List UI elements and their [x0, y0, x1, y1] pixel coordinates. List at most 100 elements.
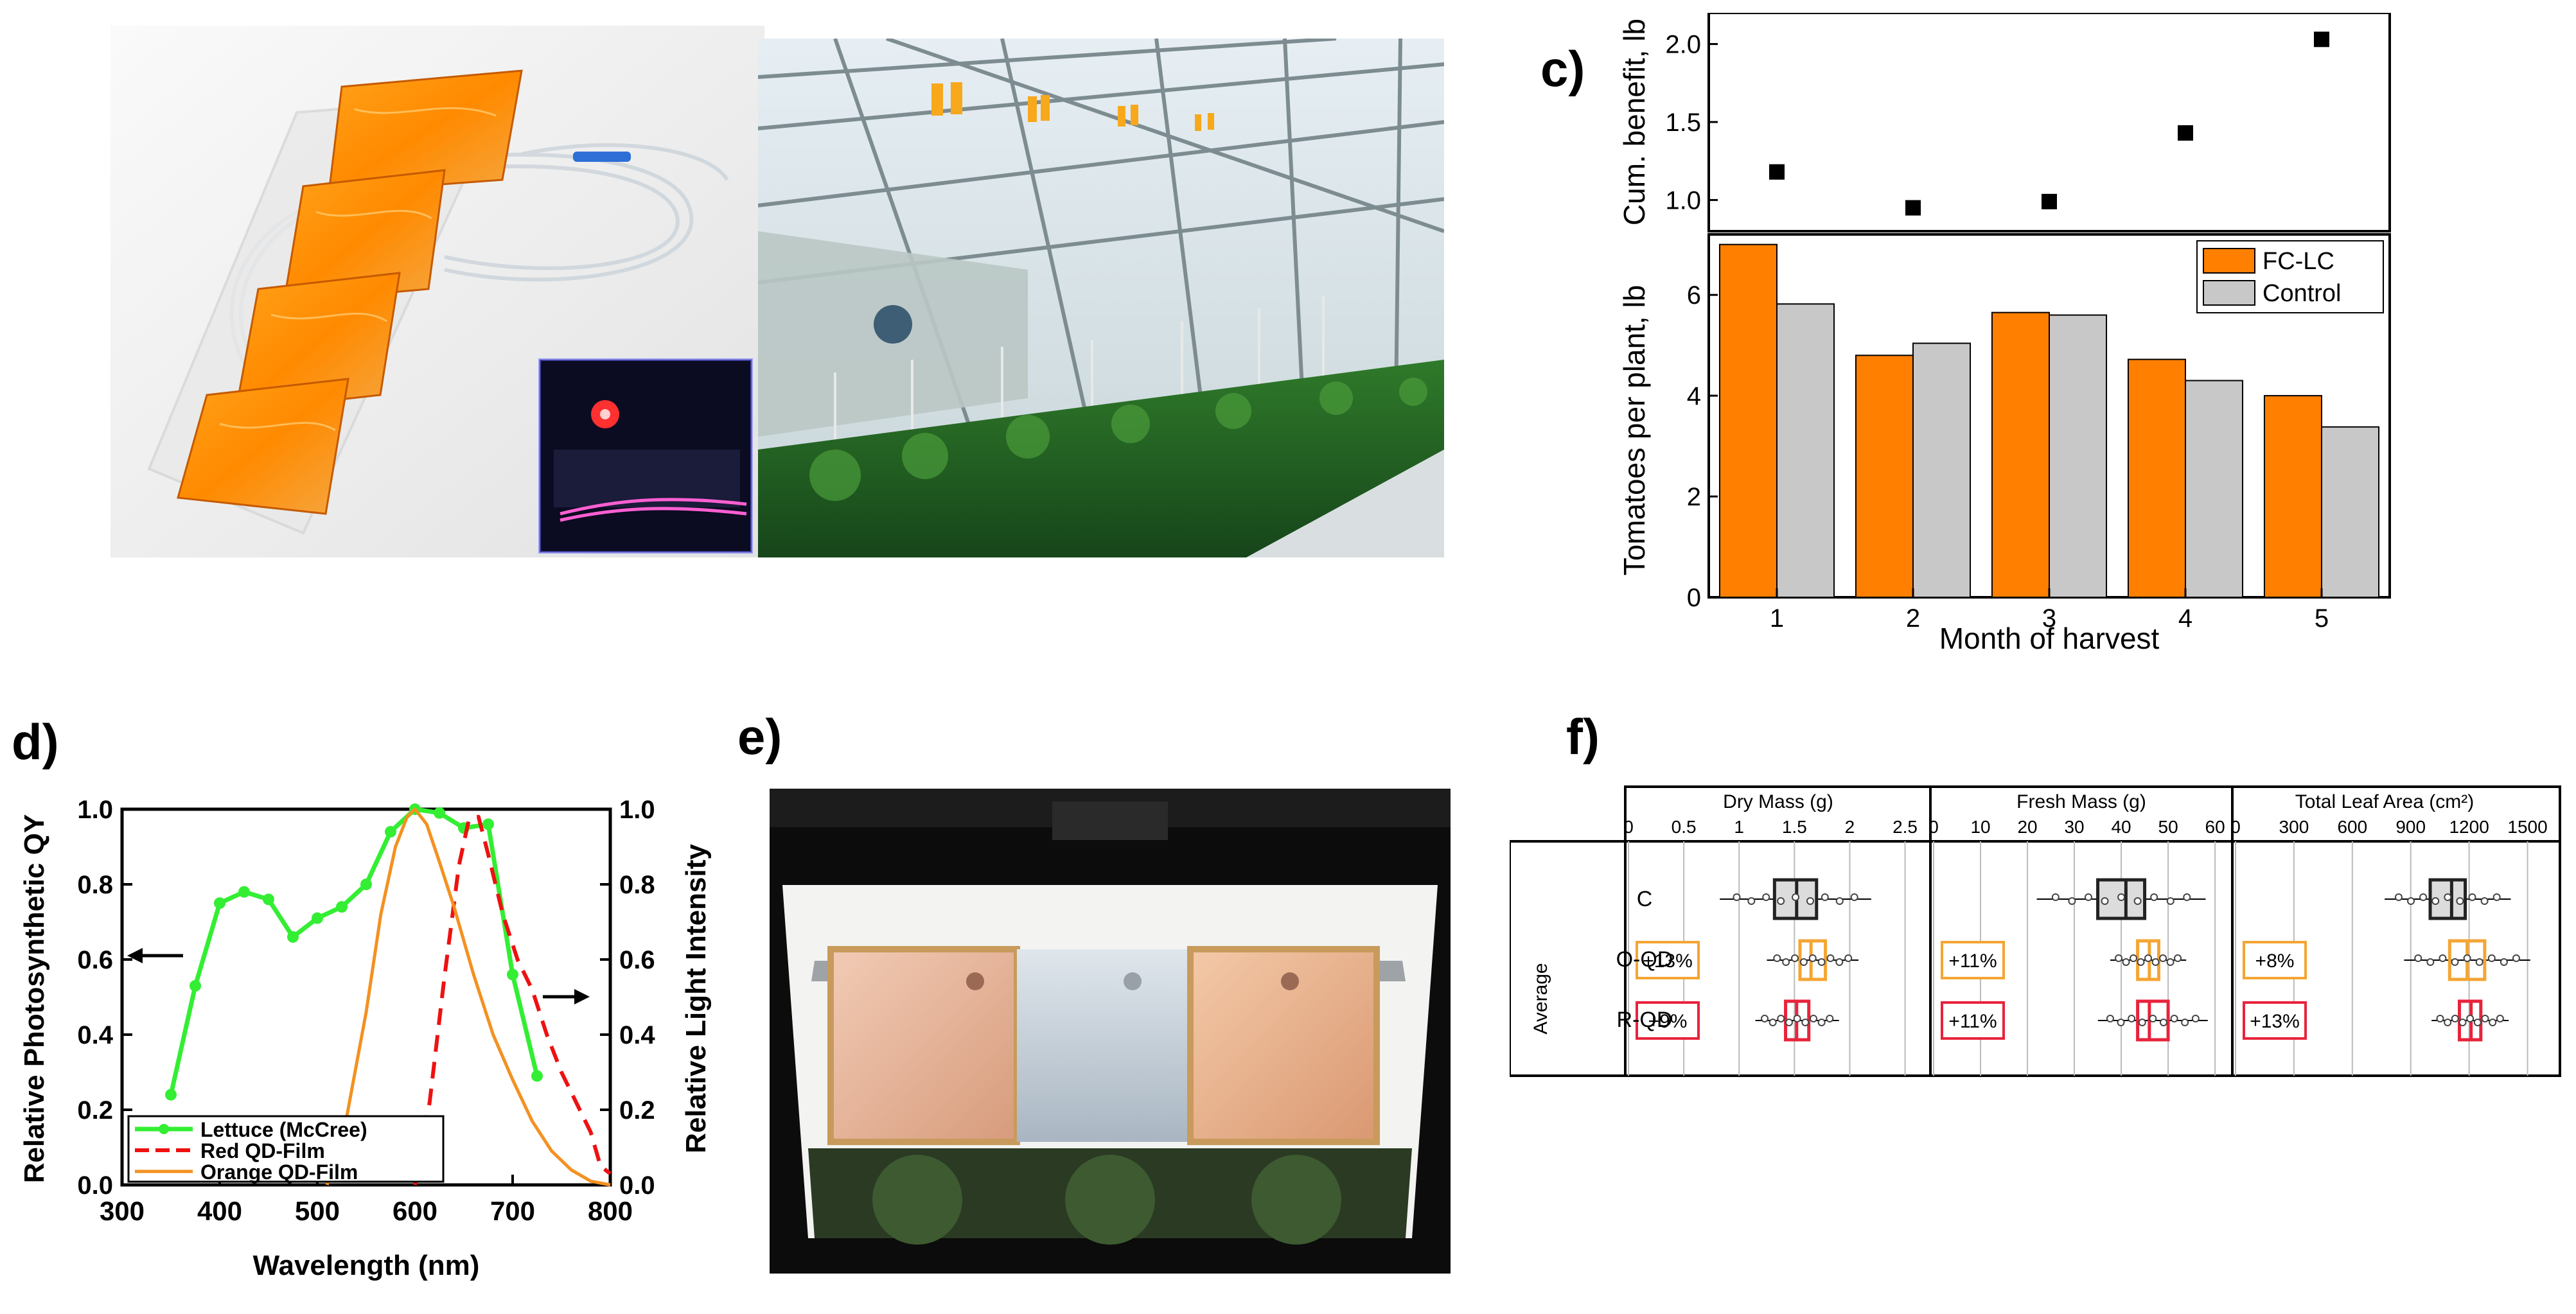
c-xtick-label: 5 [2315, 604, 2329, 633]
c-top-point [2314, 31, 2329, 48]
f-sample-dot [2414, 954, 2422, 962]
panel-label-f: f) [1566, 708, 1600, 765]
f-tick-label: 1200 [2449, 817, 2489, 837]
f-sample-dot [2191, 1015, 2200, 1022]
f-sample-dot [2463, 954, 2471, 962]
d-ytick-label-left: 0.2 [77, 1096, 113, 1125]
f-tick-label: 0 [2230, 817, 2241, 837]
c-bar-control [2049, 314, 2108, 598]
c-top-ylabel: Cum. benefit, lb [1618, 19, 1651, 225]
d-ytick-label-right: 0.6 [619, 946, 655, 974]
d-ytick-label-right: 0.8 [619, 871, 655, 899]
f-sample-dot [2130, 954, 2138, 962]
d-ylabel-right: Relative Light Intensity [680, 844, 712, 1153]
c-xtick-label: 1 [1770, 604, 1784, 633]
f-sample-dot [1844, 954, 1853, 962]
f-sample-dot [1826, 1015, 1834, 1022]
d-ytick-label-right: 0.2 [619, 1096, 655, 1125]
d-legend-marker [159, 1124, 169, 1134]
f-sample-dot [2138, 1019, 2146, 1026]
f-tick-label: 20 [2017, 817, 2037, 837]
f-sample-dot [1799, 958, 1808, 966]
f-sample-dot [1785, 1019, 1793, 1026]
f-tick-label: 1 [1734, 817, 1744, 837]
c-bar-fc-lc [1991, 311, 2051, 598]
c-bottom-ytick-label: 6 [1687, 281, 1701, 310]
f-delta-label: +9% [1648, 1011, 1688, 1032]
d-series-point [214, 897, 225, 909]
c-legend-label: FC-LC [2263, 248, 2334, 275]
f-sample-dot [2144, 954, 2153, 962]
f-title-fresh-mass: Fresh Mass (g) [2016, 791, 2146, 812]
f-sample-dot [2489, 1019, 2497, 1026]
d-series-point [482, 818, 494, 830]
f-sample-dot [2068, 897, 2076, 905]
panel-label-e: e) [737, 708, 782, 765]
c-top-ytick-label: 1.0 [1665, 186, 1701, 215]
f-sample-dot [2468, 893, 2476, 901]
f-sample-dot [2444, 1019, 2452, 1026]
f-sample-dot [2117, 1019, 2125, 1026]
f-sample-dot [2492, 893, 2501, 901]
f-sample-dot [1747, 897, 1756, 905]
f-tick-label: 900 [2395, 817, 2426, 837]
d-series-point [434, 807, 445, 819]
f-sample-dot [2444, 893, 2452, 901]
f-sample-dot [1791, 954, 1799, 962]
photo-b-illustration [758, 39, 1444, 557]
f-delta-label: +11% [1948, 1011, 1997, 1032]
f-sample-dot [1762, 893, 1770, 901]
f-sample-dot [2394, 893, 2403, 901]
f-sample-dot [2128, 1015, 2136, 1022]
f-sample-dot [2150, 893, 2158, 901]
d-series-point [507, 968, 518, 981]
f-sample-dot [1808, 954, 1817, 962]
d-xtick-label: 600 [393, 1196, 437, 1226]
f-sample-dot [2170, 1015, 2178, 1022]
c-legend-swatch [2203, 280, 2255, 306]
c-top-point [1769, 164, 1785, 180]
f-tick-label: 2 [1845, 817, 1855, 837]
d-xlabel: Wavelength (nm) [253, 1250, 480, 1281]
chart-f-growth: 0 0.5 1 1.5 2 2.5 +13% +9% 0 10 20 30 40 50 60 +11% +11%… [1510, 785, 2561, 1077]
f-sample-dot [2159, 954, 2167, 962]
d-series-point [165, 1089, 177, 1101]
d-axes [120, 807, 612, 1187]
c-legend-swatch [2203, 248, 2255, 274]
d-series-point [238, 886, 250, 898]
photo-lettuce-chamber [770, 789, 1451, 1274]
d-series-point [385, 826, 396, 838]
f-sample-dot [1850, 893, 1858, 901]
d-xtick-label: 300 [100, 1196, 145, 1226]
f-sample-dot [1761, 1015, 1769, 1022]
c-xtick-label: 4 [2178, 604, 2192, 633]
f-tick-label: 300 [2279, 817, 2309, 837]
f-sample-dot [2456, 897, 2464, 905]
d-series-line [325, 807, 611, 1187]
f-sample-dot [2051, 893, 2060, 901]
f-tick-label: 2.5 [1892, 817, 1918, 837]
f-tick-label: 50 [2158, 817, 2178, 837]
f-sample-dot [2475, 958, 2483, 966]
f-title-leaf-area: Total Leaf Area (cm²) [2295, 791, 2474, 812]
f-sample-dot [2151, 958, 2160, 966]
f-sample-dot [2183, 893, 2191, 901]
d-legend-label: Orange QD-Film [200, 1161, 358, 1184]
c-bottom-ytick-label: 4 [1687, 382, 1701, 410]
f-sample-dot [1835, 897, 1844, 905]
photo-e-illustration [770, 789, 1451, 1274]
f-tick-label: 60 [2205, 817, 2225, 837]
d-series-line [168, 807, 540, 1096]
f-sample-dot [1817, 958, 1826, 966]
f-sample-dot [2117, 893, 2126, 901]
d-xtick-label: 400 [197, 1196, 242, 1226]
d-ylabel-left: Relative Photosynthetic QY [19, 814, 50, 1184]
f-tick-label: 1500 [2507, 817, 2547, 837]
d-xtick-label: 800 [588, 1196, 633, 1226]
f-delta-label: +11% [1948, 950, 1997, 972]
c-xtick-label: 2 [1906, 604, 1920, 633]
f-sample-dot [2133, 897, 2142, 905]
f-sample-dot [2451, 958, 2459, 966]
f-box [1798, 939, 1828, 981]
f-title-dry-mass: Dry Mass (g) [1723, 791, 1833, 812]
